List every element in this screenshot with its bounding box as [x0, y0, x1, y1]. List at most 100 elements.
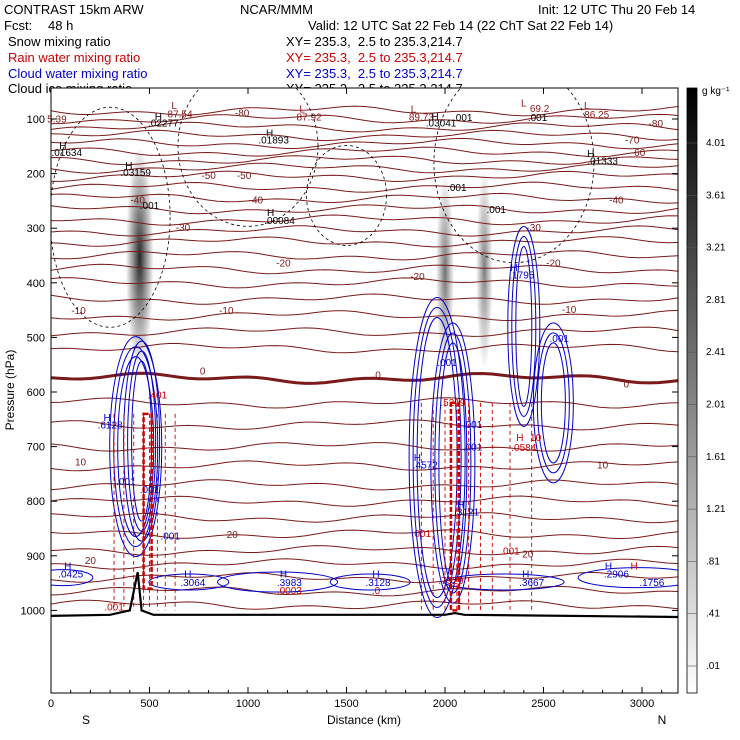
isotherm	[51, 571, 678, 584]
cloud-water-contour	[443, 573, 565, 591]
isotherm-label: -20	[276, 258, 291, 269]
extremum-label: .001	[550, 334, 570, 345]
isotherm-label: -30	[526, 223, 541, 234]
isotherm	[51, 214, 678, 226]
extremum-label: .001	[486, 205, 506, 216]
isotherm-label: -70	[625, 136, 640, 147]
isotherm-label: -80	[649, 119, 664, 130]
x-tick-label: 0	[48, 698, 54, 710]
isotherm	[51, 599, 678, 610]
isotherm-label: -10	[71, 306, 86, 317]
cloud-water-contour	[408, 297, 466, 619]
cloud-water-contour	[511, 235, 537, 417]
extremum-label: H	[587, 149, 594, 160]
cloud-water-contour	[416, 317, 458, 599]
extremum-label: .03159	[120, 168, 151, 179]
extremum-label: .2906	[604, 570, 629, 581]
extremum-label: H	[59, 141, 66, 152]
extremum-label: H	[414, 453, 421, 464]
init-time: Init: 12 UTC Thu 20 Feb 14	[538, 2, 696, 17]
y-tick-label: 400	[27, 278, 45, 290]
extremum-label: H	[155, 112, 162, 123]
extremum-label: .001	[160, 531, 180, 542]
extremum-label: .3983	[277, 578, 302, 589]
cloud-water-contour	[540, 342, 566, 464]
legend-rain: Rain water mixing ratio	[8, 50, 141, 65]
extremum-label: .1756	[639, 578, 664, 589]
isotherm	[51, 137, 678, 150]
isotherm	[51, 170, 678, 183]
colorbar-level-label: 2.81	[706, 295, 726, 306]
extremum-label: .1795	[509, 270, 534, 281]
colorbar-ramp	[686, 87, 698, 694]
plot-frame	[50, 87, 679, 694]
cloud-water-contour	[438, 342, 468, 584]
isotherm	[51, 236, 678, 248]
extremum-label: 86.25	[584, 110, 609, 121]
y-tick-label: 700	[27, 442, 45, 454]
isotherm	[51, 113, 678, 125]
extremum-label: .03041	[426, 119, 457, 130]
valid-time: Valid: 12 UTC Sat 22 Feb 14 (22 ChT Sat …	[308, 18, 614, 33]
y-tick-label: 600	[27, 387, 45, 399]
contour-labels: -80 -80 -70-60 -50 -50 -40 -40 -40 -30 -30 -20 -20 -…	[47, 98, 665, 613]
x-tick-label: 3000	[630, 698, 654, 710]
isotherm-label: 20	[522, 549, 534, 560]
extremum-label: 5.39	[47, 114, 67, 125]
isotherm-label: 0	[623, 380, 629, 391]
x-end-label-south: S	[82, 713, 90, 727]
isotherm	[51, 343, 678, 354]
isotherm	[51, 225, 678, 237]
cloud-water-contour	[148, 573, 230, 591]
isotherm-label: -10	[219, 306, 234, 317]
isotherm	[51, 512, 678, 524]
cloud-ice-contour	[433, 88, 595, 264]
extremum-label: .5219	[440, 398, 465, 409]
isotherm-label: -80	[235, 108, 250, 119]
snow-plume-plume-south	[125, 146, 154, 371]
isotherm	[51, 250, 678, 261]
legend-cloud-water-xy: XY= 235.3, 2.5 to 235.3,214.7	[286, 66, 463, 81]
colorbar-level-label: 1.21	[706, 504, 726, 515]
colorbar: g kg⁻¹ 4.01 3.61 3.21 2.81 2.41 2.01 1.61 1.21 .8…	[686, 86, 730, 694]
extremum-label: .001	[140, 485, 160, 496]
cloud-water-contour	[329, 573, 411, 591]
extremum-label: H	[457, 500, 464, 511]
extremum-label: L	[411, 104, 417, 115]
y-tick-label: 1000	[21, 605, 45, 617]
extremum-label: H	[266, 128, 273, 139]
cloud-ice-contour	[51, 106, 171, 328]
extremum-label: L	[521, 98, 527, 109]
isotherm	[51, 326, 678, 337]
cloud-water-contour	[217, 571, 339, 593]
isotherm	[51, 558, 678, 570]
legend-rain-xy: XY= 235.3, 2.5 to 235.3,214.7	[286, 50, 463, 65]
extremum-label: .01893	[258, 136, 289, 147]
isotherm	[51, 529, 678, 540]
axes: 0 500 1000 1500 2000 2500 30001002003004005006…	[21, 88, 678, 710]
extremum-label: .0425	[58, 570, 83, 581]
isotherm	[51, 162, 678, 174]
forecast-label: Fcst:	[4, 18, 33, 33]
x-axis-label: Distance (km)	[327, 713, 401, 727]
x-end-label-north: N	[658, 713, 667, 727]
colorbar-level-label: 2.01	[706, 400, 726, 411]
extremum-label: .001	[453, 113, 473, 124]
isotherm	[51, 192, 678, 204]
extremum-label: .401	[148, 391, 168, 402]
colorbar-level-label: 4.01	[706, 138, 726, 149]
extremum-label: H	[125, 161, 132, 172]
isotherm	[51, 129, 678, 142]
cloud-water-contour	[577, 567, 678, 589]
y-tick-label: 800	[27, 496, 45, 508]
extremum-label: H	[631, 561, 638, 572]
terrain-profile	[51, 571, 678, 619]
extremum-label: 69.2	[530, 104, 550, 115]
extremum-label: .0	[372, 586, 381, 597]
isotherm-label: -10	[562, 305, 577, 316]
isotherm	[51, 545, 678, 556]
isotherm	[51, 181, 678, 193]
isotherm-label: 10	[597, 460, 609, 471]
cloud-water-contour	[434, 332, 472, 594]
extremum-label: .3121	[454, 507, 479, 518]
